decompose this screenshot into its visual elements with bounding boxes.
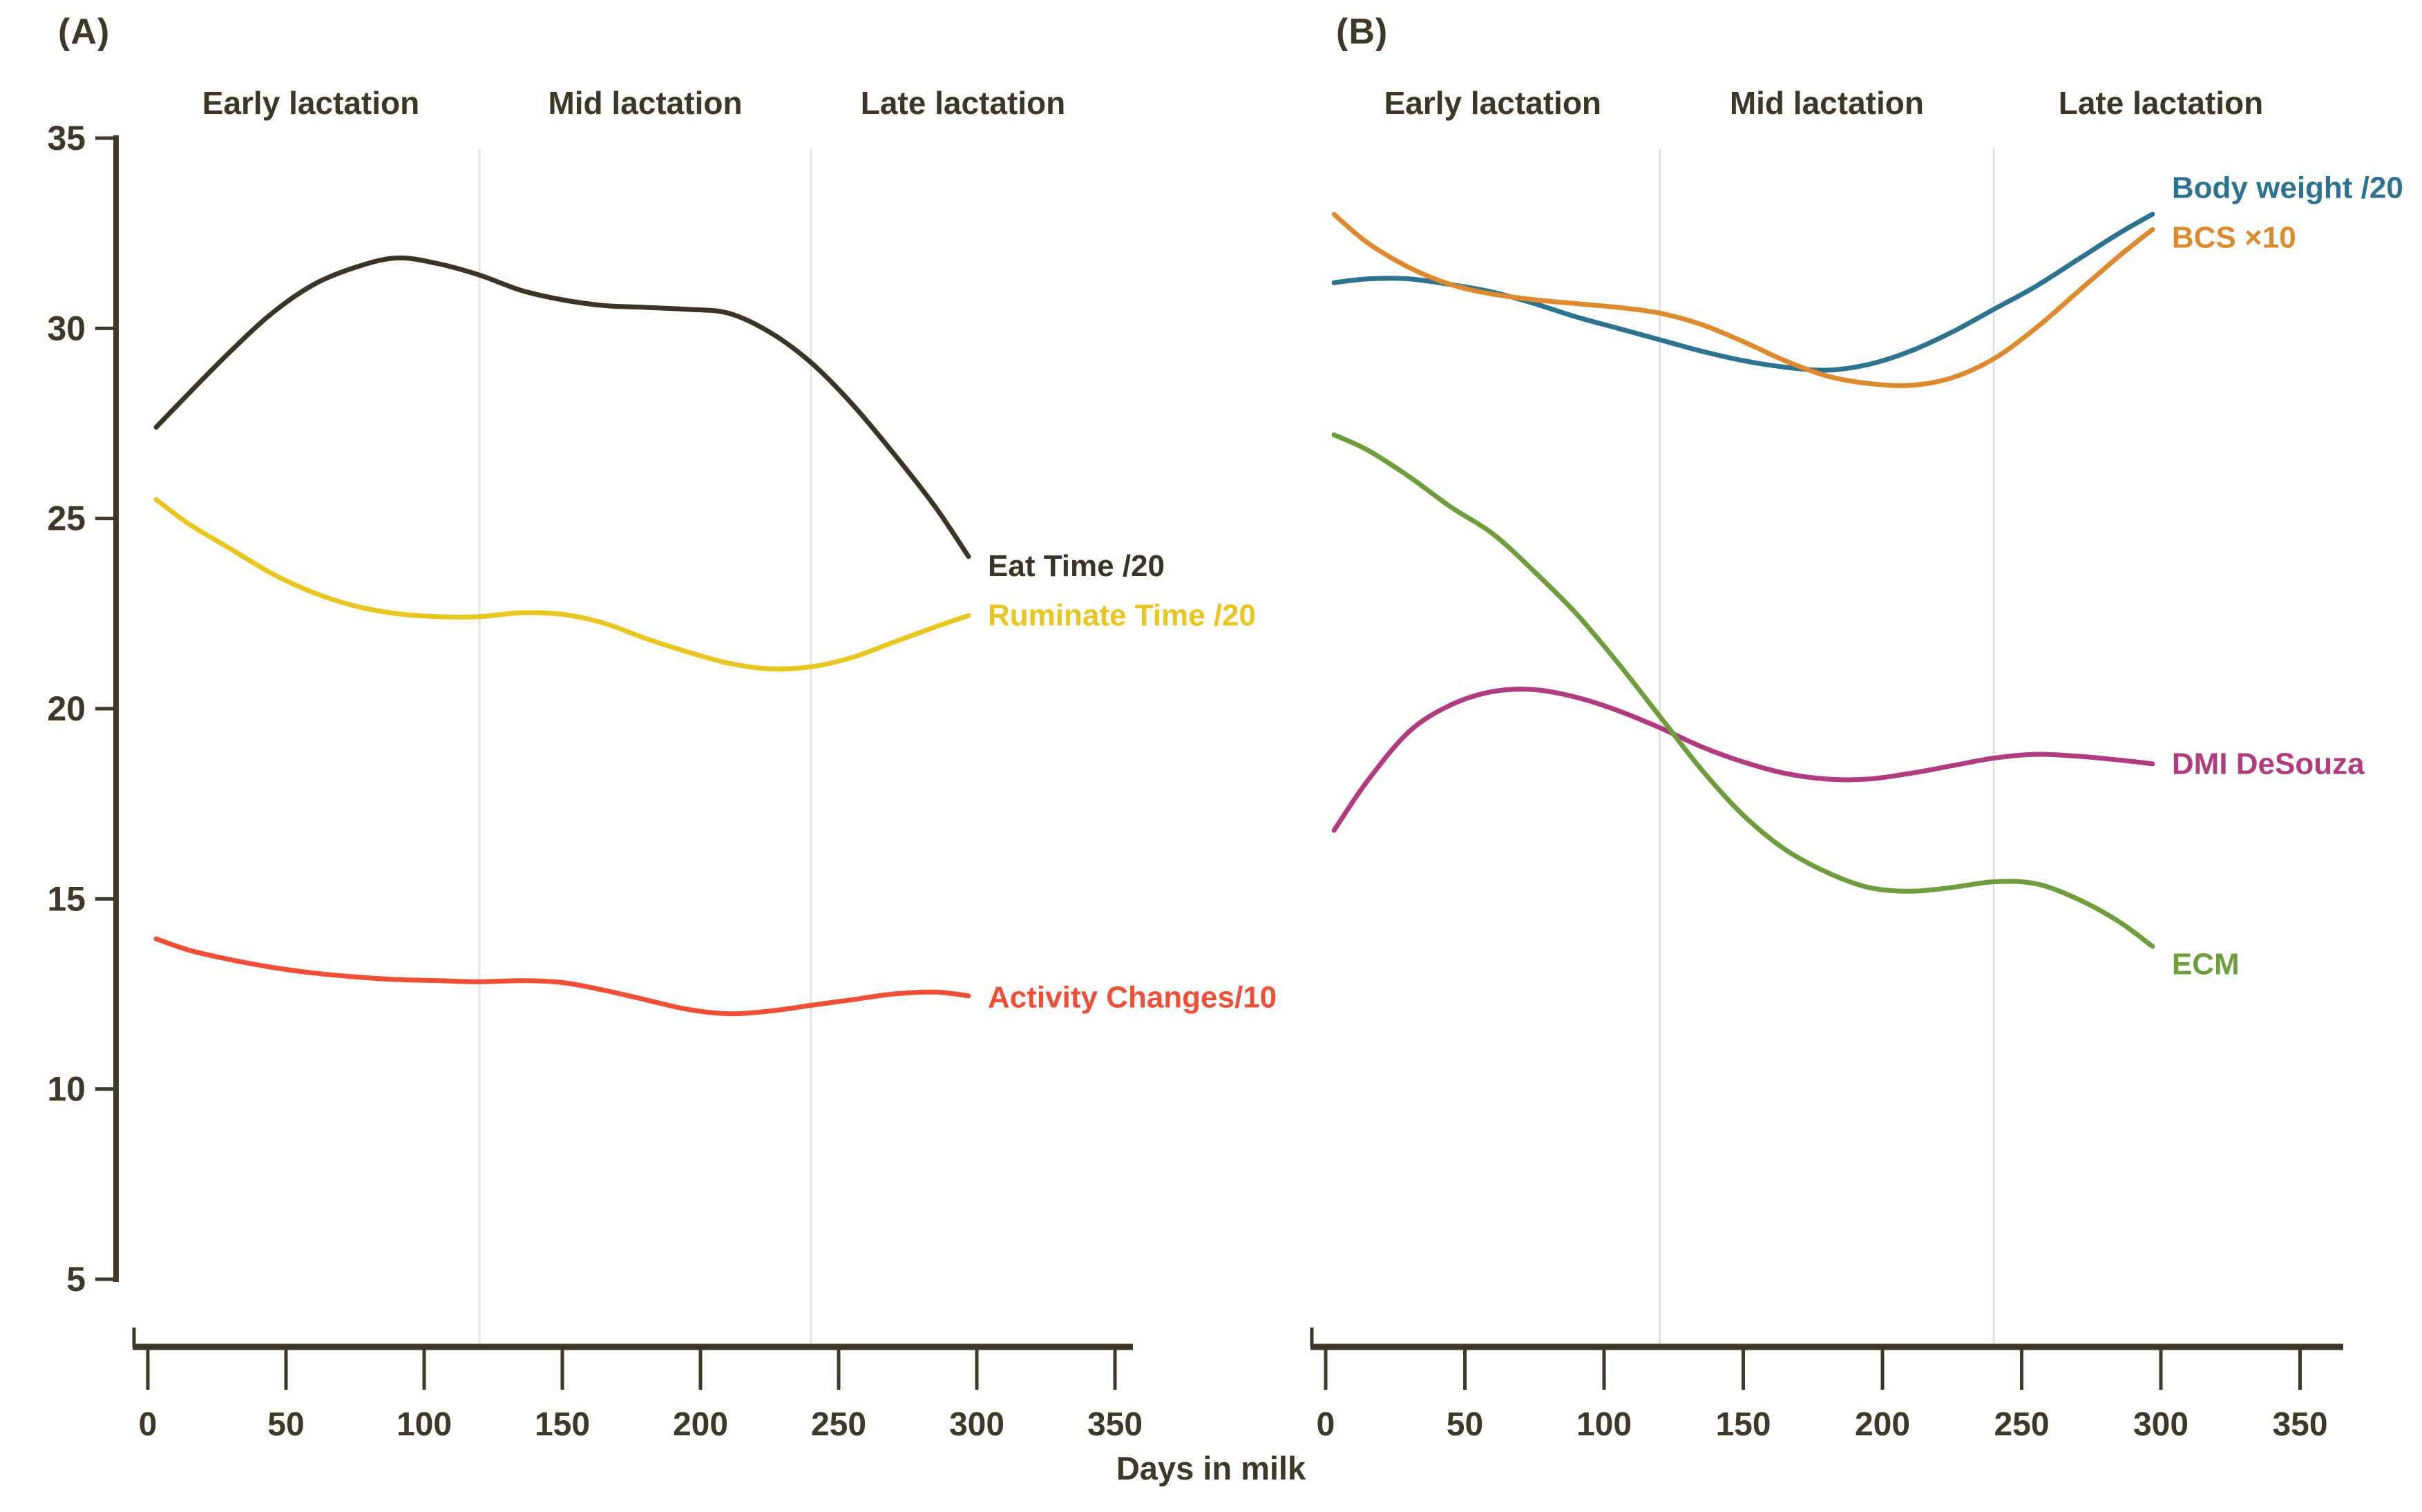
x-tick-label-150: 150 (1715, 1406, 1771, 1443)
region-label-mid-lactation: Mid lactation (1730, 85, 1924, 121)
x-tick-label-200: 200 (673, 1406, 728, 1443)
y-tick-label-15: 15 (47, 879, 86, 918)
series-line-ecm (1331, 432, 2155, 949)
x-tick-label-350: 350 (2272, 1406, 2327, 1443)
x-tick-label-250: 250 (1994, 1406, 2049, 1443)
region-label-late-lactation: Late lactation (2059, 85, 2264, 121)
y-tick-label-20: 20 (47, 689, 86, 728)
series-line-dmi-desouza (1331, 687, 2155, 833)
y-tick-label-10: 10 (47, 1070, 86, 1109)
series-label-bcs-10: BCS ×10 (2172, 221, 2296, 255)
series-label-activity-changes-10: Activity Changes/10 (988, 980, 1277, 1014)
series-label-ecm: ECM (2172, 948, 2240, 982)
x-tick-label-50: 50 (1447, 1406, 1483, 1443)
series-line-bcs-10 (1331, 211, 2155, 388)
y-tick-label-5: 5 (66, 1260, 86, 1299)
series-label-eat-time-20: Eat Time /20 (988, 549, 1165, 583)
series-line-eat-time-20 (153, 255, 971, 559)
x-tick-label-300: 300 (2133, 1406, 2189, 1443)
y-tick-label-35: 35 (47, 119, 86, 157)
x-tick-label-350: 350 (1087, 1406, 1143, 1443)
region-label-late-lactation: Late lactation (861, 85, 1066, 121)
panel-b-title: (B) (1336, 12, 1389, 52)
y-tick-label-30: 30 (47, 309, 86, 347)
panel-a: Early lactation Mid lactation Late lactati… (47, 85, 1277, 1443)
x-tick-label-200: 200 (1855, 1406, 1910, 1443)
series-label-body-weight-20: Body weight /20 (2172, 171, 2403, 205)
series-label-ruminate-time-20: Ruminate Time /20 (988, 599, 1256, 633)
x-tick-label-150: 150 (535, 1406, 590, 1443)
x-tick-label-0: 0 (1317, 1406, 1335, 1443)
series-line-activity-changes-10 (153, 936, 971, 1017)
region-label-early-lactation: Early lactation (202, 85, 419, 121)
region-label-early-lactation: Early lactation (1384, 85, 1601, 121)
x-tick-label-100: 100 (1576, 1406, 1632, 1443)
x-tick-label-100: 100 (397, 1406, 452, 1443)
series-label-dmi-desouza: DMI DeSouza (2172, 747, 2365, 781)
y-tick-label-25: 25 (47, 499, 86, 538)
series-line-body-weight-20 (1331, 211, 2155, 373)
series-line-ruminate-time-20 (153, 497, 971, 672)
panel-b: Early lactation Mid lactation Late lactati… (1310, 85, 2403, 1443)
x-axis-title: Days in milk (1116, 1450, 1306, 1486)
panel-a-title: (A) (58, 12, 111, 52)
x-tick-label-0: 0 (139, 1406, 158, 1443)
region-label-mid-lactation: Mid lactation (548, 85, 742, 121)
x-tick-label-300: 300 (949, 1406, 1004, 1443)
x-tick-label-50: 50 (267, 1406, 304, 1443)
x-tick-label-250: 250 (811, 1406, 866, 1443)
